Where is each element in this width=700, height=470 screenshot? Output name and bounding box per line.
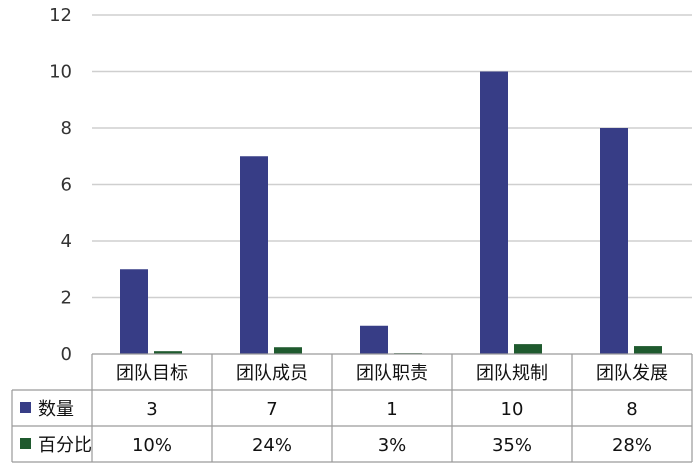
data-label: 28% xyxy=(612,435,652,456)
category-label: 团队发展 xyxy=(596,363,668,384)
data-label: 1 xyxy=(386,399,397,420)
data-label: 7 xyxy=(266,399,277,420)
data-label: 10% xyxy=(132,435,172,456)
bar-数量 xyxy=(360,325,388,354)
data-label: 8 xyxy=(626,399,637,420)
y-tick-label: 12 xyxy=(49,5,72,26)
y-tick-label: 2 xyxy=(61,288,72,309)
legend-label: 数量 xyxy=(38,399,74,420)
legend-key-百分比 xyxy=(20,438,31,449)
bar-百分比 xyxy=(634,346,662,354)
data-label: 35% xyxy=(492,435,532,456)
legend-key-数量 xyxy=(20,402,31,413)
legend-label: 百分比 xyxy=(38,435,92,456)
data-label: 24% xyxy=(252,435,292,456)
category-label: 团队目标 xyxy=(116,363,188,384)
y-tick-label: 0 xyxy=(61,344,72,365)
data-label: 10 xyxy=(501,399,524,420)
category-label: 团队规制 xyxy=(476,363,548,384)
bar-百分比 xyxy=(274,347,302,354)
category-label: 团队成员 xyxy=(236,363,308,384)
y-tick-label: 4 xyxy=(61,231,72,252)
bar-数量 xyxy=(480,71,508,354)
bar-百分比 xyxy=(514,344,542,354)
y-tick-label: 6 xyxy=(61,175,72,196)
category-label: 团队职责 xyxy=(356,363,428,384)
data-label: 3 xyxy=(146,399,157,420)
data-label: 3% xyxy=(378,435,407,456)
bar-数量 xyxy=(120,269,148,354)
y-tick-label: 8 xyxy=(61,118,72,139)
bar-数量 xyxy=(600,128,628,354)
y-tick-label: 10 xyxy=(49,62,72,83)
bar-数量 xyxy=(240,156,268,354)
bar-百分比 xyxy=(154,351,182,354)
